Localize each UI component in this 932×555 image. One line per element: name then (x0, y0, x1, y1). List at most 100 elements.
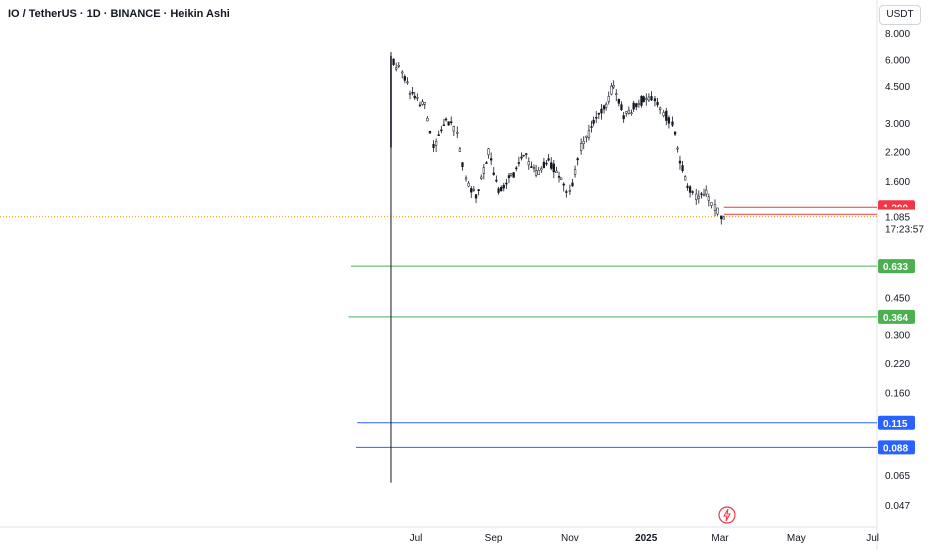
lightning-bolt-icon[interactable] (718, 506, 736, 524)
candle-body (662, 112, 665, 117)
current-price-tag-bg (878, 209, 932, 238)
candle-body (720, 215, 723, 220)
candle-body (542, 161, 546, 168)
time-tick-label: 2025 (635, 533, 658, 544)
candle-body (450, 121, 453, 123)
price-tick-label: 0.047 (885, 501, 910, 512)
candle-body (590, 126, 593, 128)
candle-body (686, 185, 689, 188)
candle-body (512, 172, 515, 178)
candle-body (716, 207, 719, 215)
candle-body (505, 182, 508, 185)
countdown-label: 17:23:57 (885, 225, 924, 236)
candle-body (620, 104, 623, 111)
candle-body (557, 176, 561, 178)
candle-body (637, 102, 641, 105)
candle-body (555, 170, 558, 173)
candle-body (447, 121, 450, 126)
candle-body (565, 191, 568, 193)
candle-body (540, 168, 543, 171)
candle-body (656, 101, 659, 106)
candle-body (434, 141, 438, 146)
candle-body (573, 169, 577, 175)
candle-body (392, 58, 395, 65)
candle-body (579, 143, 583, 151)
candle-body (461, 162, 464, 168)
candle-body (627, 109, 631, 114)
candle-body (482, 167, 485, 174)
candle-body (472, 189, 475, 191)
candle-body (534, 170, 538, 176)
candle-body (495, 179, 498, 182)
candle-body (695, 193, 698, 200)
candle-body (622, 115, 625, 120)
candle-body (456, 131, 459, 134)
time-tick-label: Jul (866, 533, 879, 544)
time-tick-label: Jul (410, 533, 423, 544)
candle-body (688, 186, 692, 193)
candle-body (582, 141, 585, 144)
candle-body (640, 95, 643, 106)
candle-body (625, 111, 628, 114)
candle-body (480, 176, 483, 179)
currency-selector[interactable]: USDT (879, 5, 921, 25)
candle-body (612, 85, 615, 88)
candle-body (684, 176, 687, 181)
candle-body (477, 189, 480, 191)
price-tick-label: 3.000 (885, 119, 910, 130)
time-tick-label: May (787, 533, 806, 544)
candle-body (592, 119, 595, 124)
candle-body (497, 188, 500, 193)
candle-body (458, 148, 462, 152)
candle-body (673, 131, 677, 135)
candle-body (571, 182, 574, 187)
candle-body (397, 64, 400, 67)
candle-body (665, 110, 668, 121)
price-tick-label: 0.300 (885, 331, 910, 342)
candle-body (401, 71, 404, 74)
level-price-label-bg (878, 440, 915, 455)
candle-body (722, 216, 726, 220)
level-price-label-bg (878, 259, 915, 274)
candle-body (678, 160, 682, 164)
candle-body (547, 158, 550, 161)
level-price-label: 0.633 (883, 262, 908, 273)
price-tick-label: 0.220 (885, 359, 910, 370)
price-tick-label: 0.450 (885, 293, 910, 304)
price-tick-label: 2.200 (885, 148, 910, 159)
candle-body (507, 175, 511, 178)
candle-body (602, 105, 606, 110)
level-price-label: 0.088 (883, 443, 908, 454)
candle-body (691, 191, 694, 193)
price-tick-label: 4.500 (885, 82, 910, 93)
candle-body (395, 67, 398, 70)
candle-body (470, 188, 473, 193)
candle-body (607, 96, 610, 102)
candle-body (452, 125, 455, 132)
candle-body (432, 144, 435, 148)
price-tick-label: 0.065 (885, 471, 910, 482)
candle-body (658, 107, 662, 111)
candle-body (562, 183, 565, 186)
candle-body (532, 167, 536, 169)
price-tick-label: 1.600 (885, 177, 910, 188)
candle-body (713, 204, 717, 211)
candle-body (527, 161, 530, 166)
current-price-label: 1.085 (885, 213, 910, 224)
candle-body (408, 93, 412, 95)
price-tick-label: 8.000 (885, 29, 910, 40)
candle-body (615, 93, 618, 95)
candle-body (500, 187, 503, 192)
candle-body (520, 156, 523, 159)
candle-body (416, 97, 419, 99)
candle-body (552, 163, 555, 173)
candle-body (647, 96, 651, 101)
candle-body (550, 162, 553, 169)
candle-body (413, 95, 416, 99)
chart-title: IO / TetherUS · 1D · BINANCE · Heikin As… (8, 8, 230, 20)
candle-body (515, 167, 518, 170)
candle-body (517, 162, 521, 164)
candle-body (390, 56, 392, 148)
